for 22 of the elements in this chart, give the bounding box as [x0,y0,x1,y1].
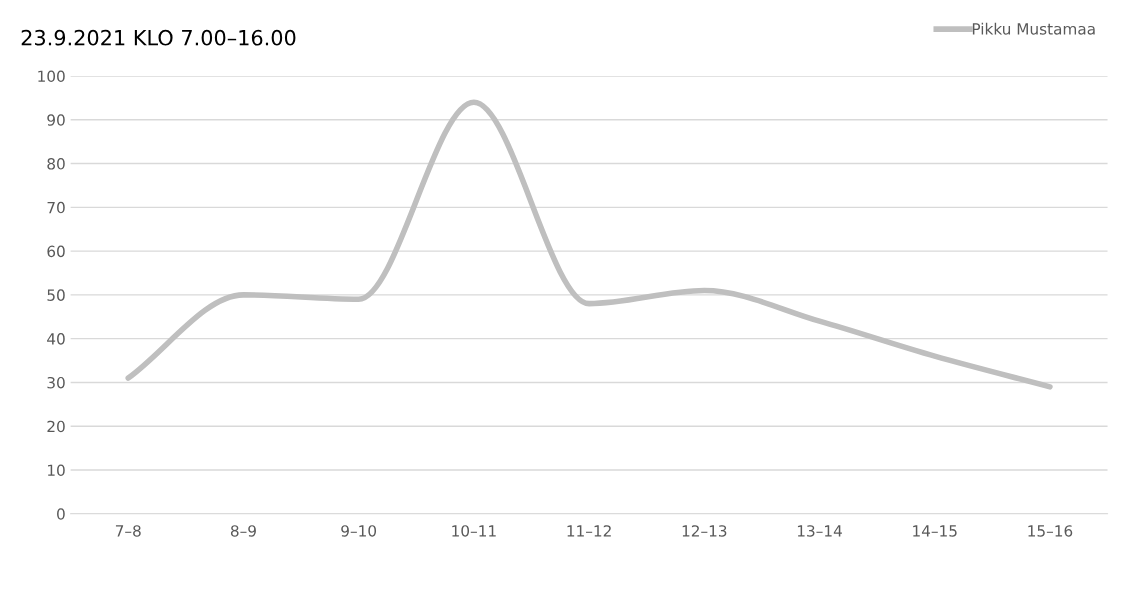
y-tick-label: 0 [57,508,65,520]
chart-title: 23.9.2021 KLO 7.00–16.00 [21,29,296,46]
y-tick-label: 20 [47,420,65,433]
y-tick-label: 30 [47,376,65,389]
x-tick-label: 10–11 [452,525,496,537]
x-tick-label: 11–12 [567,525,611,537]
y-tick-label: 100 [38,70,65,83]
x-tick-label: 9–10 [341,525,377,537]
x-tick-label: 7–8 [115,525,141,537]
y-tick-label: 10 [48,464,65,477]
y-tick-label: 80 [47,158,65,170]
x-tick-label: 12–13 [682,525,727,537]
y-tick-label: 90 [47,114,65,126]
y-tick-label: 50 [47,289,65,301]
y-tick-label: 60 [47,245,65,258]
x-tick-label: 14–15 [913,525,957,537]
x-tick-label: 13–14 [797,525,842,537]
legend-label: Pikku Mustamaa [972,22,1095,35]
y-tick-label: 70 [47,201,65,214]
x-tick-label: 8–9 [230,525,256,537]
x-tick-label: 15–16 [1028,525,1073,537]
y-tick-label: 40 [47,333,65,345]
